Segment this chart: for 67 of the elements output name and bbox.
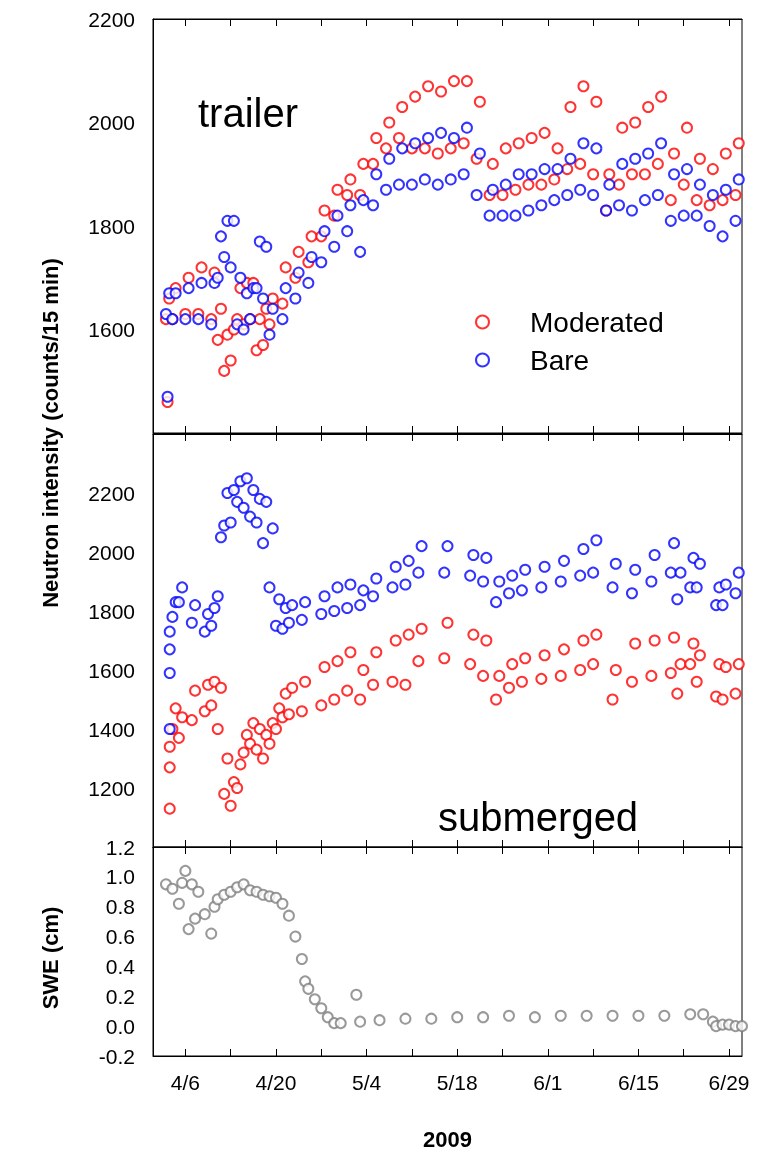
x-tick-label: 4/20	[255, 1071, 297, 1094]
point	[503, 1009, 515, 1022]
point	[189, 912, 202, 925]
point	[166, 882, 179, 895]
point	[276, 897, 289, 910]
y-tick-label: 0.8	[105, 895, 135, 919]
x-tick-label: 6/29	[708, 1071, 750, 1094]
y-tick-label: 1.2	[105, 835, 135, 859]
point	[658, 1009, 671, 1022]
y-axis-title: Neutron intensity (counts/15 min)	[38, 258, 64, 608]
point	[354, 1015, 367, 1028]
y-tick-label: 0.6	[105, 925, 135, 949]
point	[528, 1011, 541, 1024]
x-axis-title: 2009	[423, 1126, 472, 1152]
y-tick-label: 1400	[88, 717, 135, 741]
point	[684, 1008, 697, 1021]
point	[302, 982, 315, 995]
x-tick-label: 5/18	[436, 1071, 478, 1094]
point	[350, 988, 363, 1001]
y-tick-label: 2200	[88, 7, 135, 31]
y-tick-label: -0.2	[98, 1044, 135, 1068]
point	[580, 1009, 593, 1022]
annotation: submerged	[438, 795, 639, 839]
point	[295, 952, 308, 965]
point	[334, 1017, 347, 1030]
point	[315, 1002, 328, 1015]
x-tick-label: 6/15	[618, 1071, 659, 1094]
y-tick-label: 1800	[88, 599, 135, 623]
point	[179, 864, 192, 877]
point	[198, 908, 211, 921]
legend-label: Moderated	[530, 306, 664, 338]
y-tick-label: 1200	[88, 776, 135, 800]
y-tick-label: 0.0	[105, 1014, 135, 1038]
point	[373, 1014, 386, 1027]
point	[451, 1011, 464, 1024]
point	[205, 927, 218, 940]
point	[736, 1020, 748, 1033]
y-tick-label: 2000	[88, 540, 135, 564]
point	[399, 1012, 412, 1025]
point	[282, 909, 295, 922]
x-tick-label: 4/6	[170, 1071, 200, 1094]
y-axis-title: SWE (cm)	[38, 906, 64, 1010]
point	[185, 878, 198, 891]
point	[554, 1009, 567, 1022]
point	[697, 1008, 710, 1021]
legend-label: Bare	[530, 344, 590, 376]
annotation: trailer	[198, 91, 299, 135]
y-tick-label: 1.0	[105, 865, 135, 889]
point	[477, 1011, 490, 1024]
y-tick-label: 1800	[88, 214, 135, 238]
y-tick-label: 2000	[88, 111, 135, 134]
point	[308, 993, 321, 1006]
y-tick-label: 1600	[88, 658, 135, 682]
point	[632, 1009, 645, 1022]
point	[176, 876, 189, 889]
point	[172, 897, 185, 910]
y-tick-label: 0.2	[105, 984, 135, 1008]
point	[289, 930, 302, 943]
y-tick-label: 2200	[88, 481, 135, 505]
point	[192, 885, 205, 898]
x-tick-label: 6/1	[533, 1071, 563, 1094]
point	[606, 1009, 619, 1022]
point	[182, 923, 195, 936]
x-tick-label: 5/4	[351, 1071, 382, 1094]
point	[425, 1012, 438, 1025]
y-tick-label: 1600	[88, 318, 135, 341]
y-tick-label: 0.4	[105, 954, 136, 978]
